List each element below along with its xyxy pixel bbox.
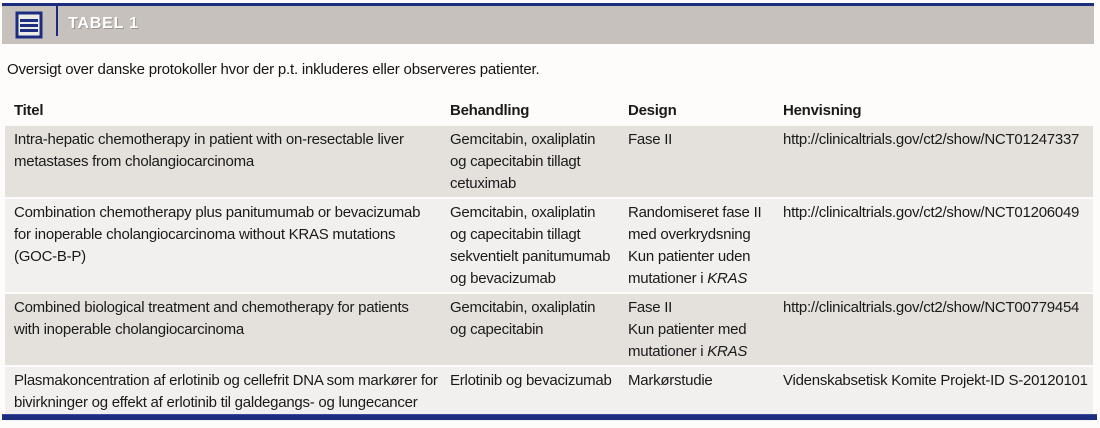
cell-henvisning: http://clinicaltrials.gov/ct2/show/NCT01… (783, 202, 1093, 290)
cell-line: http://clinicaltrials.gov/ct2/show/NCT01… (783, 204, 1080, 221)
cell-line: Gemcitabin, oxaliplatin (450, 299, 596, 316)
cell-line: Combination chemotherapy plus panitumuma… (14, 204, 421, 221)
cell-line: Intra-hepatic chemotherapy in patient wi… (14, 131, 404, 148)
cell-design: Randomiseret fase II med overkrydsning Kun… (628, 202, 783, 290)
cell-line: http://clinicaltrials.gov/ct2/show/NCT01… (783, 131, 1080, 148)
cell-titel: Combined biological treatment and chemot… (14, 297, 450, 363)
cell-line: Videnskabsetisk Komite Projekt-ID S-2012… (783, 372, 1088, 389)
cell-line: mutationer i KRAS (628, 343, 748, 360)
cell-line: og capecitabin tillagt (450, 226, 581, 243)
cell-line: Randomiseret fase II (628, 204, 762, 221)
cell-titel: Combination chemotherapy plus panitumuma… (14, 202, 450, 290)
cell-line: Gemcitabin, oxaliplatin (450, 204, 596, 221)
column-header-design: Design (628, 102, 677, 119)
table-header-row: Titel Behandling Design Henvisning (5, 98, 1093, 126)
table-header-bar: TABEL 1 (2, 3, 1094, 44)
column-header-henvisning: Henvisning (783, 102, 862, 119)
protocol-table: Titel Behandling Design Henvisning Intra-he… (5, 98, 1093, 423)
column-header-titel: Titel (14, 102, 44, 119)
cell-line: sekventielt panitumumab (450, 248, 611, 265)
cell-line: og bevacizumab (450, 270, 556, 287)
cell-line: Erlotinib og bevacizumab (450, 372, 612, 389)
table-row: Combination chemotherapy plus panitumuma… (5, 199, 1093, 294)
cell-line: Gemcitabin, oxaliplatin (450, 131, 596, 148)
cell-titel: Plasmakoncentration af erlotinib og cell… (14, 370, 450, 419)
cell-titel: Intra-hepatic chemotherapy in patient wi… (14, 129, 450, 195)
table-row: Plasmakoncentration af erlotinib og cell… (5, 367, 1093, 423)
cell-line: with inoperable cholangiocarcinoma (14, 321, 244, 338)
table-icon (15, 11, 43, 39)
cell-behandling: Erlotinib og bevacizumab (450, 370, 628, 419)
cell-henvisning: Videnskabsetisk Komite Projekt-ID S-2012… (783, 370, 1096, 419)
cell-henvisning: http://clinicaltrials.gov/ct2/show/NCT00… (783, 297, 1093, 363)
cell-line: (GOC-B-P) (14, 248, 86, 265)
cell-line: Kun patienter uden (628, 248, 751, 265)
cell-line: Markørstudie (628, 372, 713, 389)
cell-line: Fase II (628, 299, 673, 316)
cell-behandling: Gemcitabin, oxaliplatin og capecitabin (450, 297, 628, 363)
cell-line: og capecitabin (450, 321, 544, 338)
cell-line: Kun patienter med (628, 321, 747, 338)
cell-henvisning: http://clinicaltrials.gov/ct2/show/NCT01… (783, 129, 1093, 195)
cell-line: metastases from cholangiocarcinoma (14, 153, 254, 170)
table-row: Combined biological treatment and chemot… (5, 294, 1093, 367)
header-divider (56, 6, 58, 36)
cell-line: http://clinicaltrials.gov/ct2/show/NCT00… (783, 299, 1080, 316)
cell-line: og capecitabin tillagt (450, 153, 581, 170)
table-body: Intra-hepatic chemotherapy in patient wi… (5, 126, 1093, 423)
cell-line: for inoperable cholangiocarcinoma withou… (14, 226, 396, 243)
cell-line: Fase II (628, 131, 673, 148)
cell-behandling: Gemcitabin, oxaliplatin og capecitabin ti… (450, 129, 628, 195)
table-caption: Oversigt over danske protokoller hvor de… (7, 61, 540, 78)
cell-line: med overkrydsning (628, 226, 751, 243)
cell-design: Fase II Kun patienter med mutationer i KRA… (628, 297, 783, 363)
table-row: Intra-hepatic chemotherapy in patient wi… (5, 126, 1093, 199)
cell-line: Plasmakoncentration af erlotinib og cell… (14, 372, 438, 389)
cell-design: Fase II (628, 129, 783, 195)
bottom-rule (2, 414, 1097, 420)
table-title: TABEL 1 (68, 15, 139, 32)
column-header-behandling: Behandling (450, 102, 530, 119)
cell-design: Markørstudie (628, 370, 783, 419)
cell-line: cetuximab (450, 175, 517, 192)
cell-behandling: Gemcitabin, oxaliplatin og capecitabin ti… (450, 202, 628, 290)
cell-line: mutationer i KRAS (628, 270, 748, 287)
cell-line: Combined biological treatment and chemot… (14, 299, 409, 316)
cell-line: bivirkninger og effekt af erlotinib til … (14, 394, 418, 411)
